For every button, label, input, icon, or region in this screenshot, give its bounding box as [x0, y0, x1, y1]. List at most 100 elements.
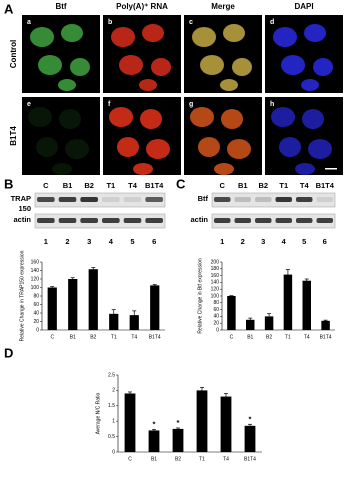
x-tick-label: T4 — [131, 334, 137, 340]
cell-nucleus — [279, 137, 301, 157]
cell-nucleus — [295, 163, 315, 175]
band — [80, 197, 98, 202]
image-letter: c — [189, 19, 193, 26]
column-header: Btf — [55, 2, 66, 11]
band — [296, 197, 313, 202]
panel-label: B — [4, 176, 13, 191]
y-axis-label: Average N/C Ratio — [95, 392, 101, 434]
micrograph — [103, 15, 181, 93]
bar — [283, 274, 293, 330]
cell-nucleus — [119, 55, 143, 75]
error-bar — [304, 278, 309, 283]
cell-nucleus — [117, 137, 139, 157]
panel-label: A — [4, 1, 14, 16]
band — [58, 197, 77, 202]
y-tick-label: 0 — [216, 327, 219, 333]
cell-nucleus — [220, 79, 238, 91]
band — [102, 197, 120, 202]
lane-label: B1 — [63, 181, 73, 190]
y-tick-label: 120 — [31, 276, 40, 282]
bar — [246, 319, 255, 330]
x-tick-label: T1 — [199, 456, 205, 462]
cell-nucleus — [133, 163, 153, 175]
y-tick-label: 80 — [33, 293, 39, 299]
error-bar — [229, 295, 234, 297]
cell-nucleus — [313, 58, 333, 76]
error-bar — [248, 423, 252, 428]
row-label: Control — [9, 40, 18, 68]
blot — [211, 213, 336, 229]
micrograph — [265, 15, 343, 93]
band — [234, 197, 251, 202]
bar — [88, 269, 98, 330]
error-bar — [200, 386, 204, 394]
lane-label: B2 — [84, 181, 94, 190]
bar — [302, 280, 311, 330]
cell-nucleus — [308, 139, 332, 159]
error-bar — [323, 319, 328, 322]
error-bar — [152, 429, 156, 432]
image-letter: e — [27, 101, 31, 108]
y-tick-label: 200 — [211, 259, 220, 265]
cell-nucleus — [28, 107, 52, 127]
y-tick-label: 60 — [33, 302, 39, 308]
lane-number: 3 — [261, 237, 265, 246]
error-bar — [128, 391, 132, 396]
band-label: TRAP — [11, 194, 31, 203]
band — [316, 197, 333, 202]
x-tick-label: C — [50, 334, 54, 340]
cell-nucleus — [70, 58, 90, 76]
error-bar — [285, 269, 290, 280]
band — [214, 197, 231, 202]
band-label: actin — [190, 215, 208, 224]
error-bar — [50, 286, 55, 289]
x-tick-label: C — [128, 456, 132, 462]
image-letter: b — [108, 19, 112, 26]
annotation: * — [249, 414, 252, 423]
y-tick-label: 60 — [213, 307, 219, 313]
column-header: Merge — [211, 2, 235, 11]
cell-nucleus — [271, 107, 295, 127]
cell-nucleus — [302, 109, 324, 129]
y-tick-label: 20 — [213, 321, 219, 327]
error-bar — [111, 309, 116, 319]
bar — [172, 428, 184, 452]
error-bar — [91, 267, 96, 271]
bar — [220, 396, 232, 452]
y-tick-label: 160 — [31, 259, 40, 265]
image-letter: h — [270, 101, 274, 108]
lane-number: 1 — [44, 237, 48, 246]
x-tick-label: B1T4 — [320, 334, 332, 340]
y-tick-label: 0 — [112, 449, 115, 455]
lane-label: B1T4 — [316, 181, 335, 190]
cell-nucleus — [273, 27, 297, 47]
cell-nucleus — [65, 139, 89, 159]
y-tick-label: 120 — [211, 287, 220, 293]
lane-label: C — [43, 181, 49, 190]
y-tick-label: 180 — [211, 266, 220, 272]
cell-nucleus — [221, 109, 243, 129]
panel-label: D — [4, 345, 13, 360]
error-bar — [132, 310, 137, 320]
x-tick-label: C — [230, 334, 234, 340]
band — [145, 218, 163, 223]
column-header: Poly(A)⁺ RNA — [116, 2, 168, 11]
image-letter: g — [189, 101, 193, 108]
band — [296, 218, 313, 223]
lane-label: T1 — [279, 181, 288, 190]
band — [58, 218, 77, 223]
band-label: actin — [13, 215, 31, 224]
error-bar — [70, 277, 75, 281]
cell-nucleus — [140, 109, 162, 129]
lane-label: B1 — [238, 181, 248, 190]
image-letter: f — [108, 101, 111, 108]
band — [80, 218, 98, 223]
lane-number: 6 — [323, 237, 327, 246]
bar — [109, 313, 119, 330]
error-bar — [248, 317, 253, 322]
cell-nucleus — [223, 24, 245, 42]
y-tick-label: 100 — [31, 285, 40, 291]
micrograph — [22, 97, 100, 175]
band — [37, 218, 55, 223]
x-tick-label: B1T4 — [149, 334, 161, 340]
